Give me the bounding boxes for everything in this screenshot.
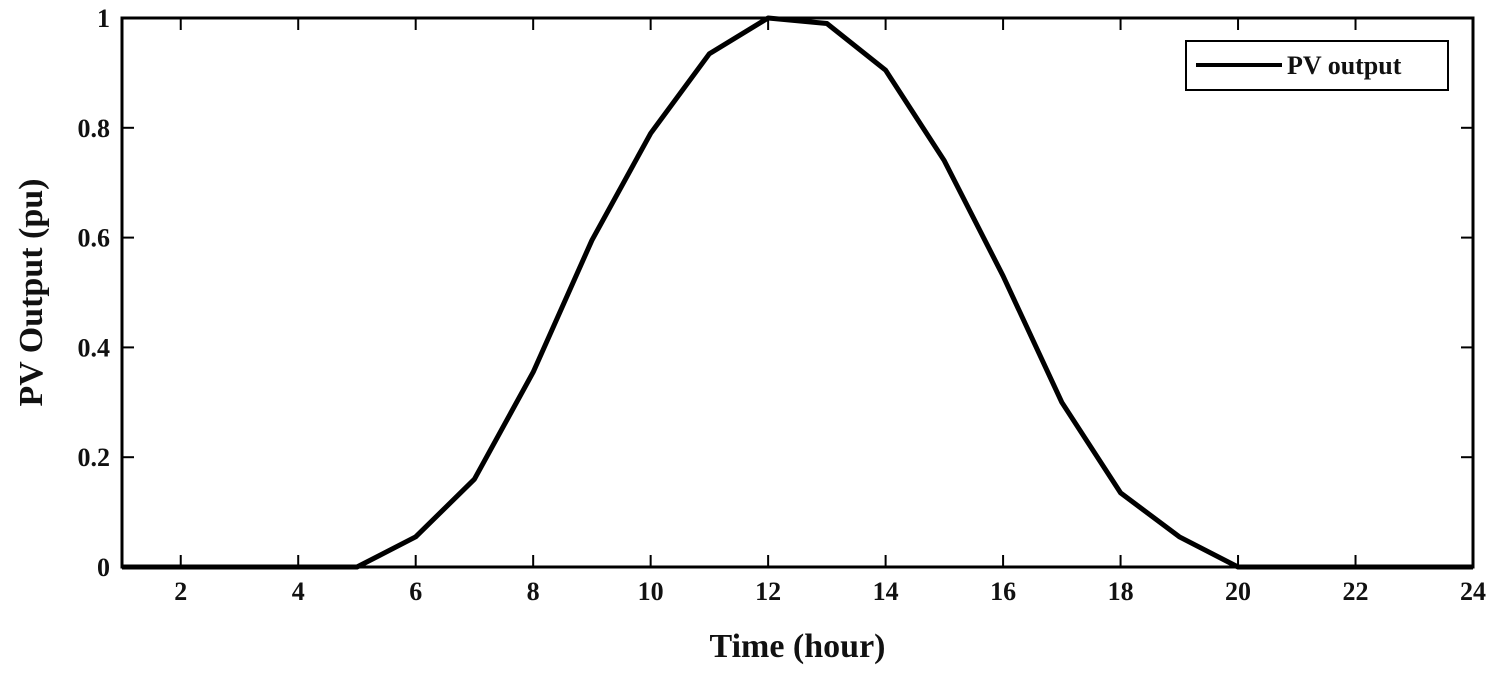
- x-axis-title: Time (hour): [710, 628, 886, 665]
- y-axis-title: PV Output (pu): [13, 179, 50, 407]
- y-tick-label: 0.2: [78, 443, 111, 472]
- x-tick-label: 14: [873, 577, 899, 606]
- x-tick-label: 4: [292, 577, 305, 606]
- x-tick-label: 10: [638, 577, 664, 606]
- x-tick-label: 22: [1343, 577, 1369, 606]
- y-tick-label: 0: [97, 553, 110, 582]
- x-tick-label: 2: [174, 577, 187, 606]
- x-tick-label: 6: [409, 577, 422, 606]
- plot-area-frame: [120, 16, 1475, 569]
- x-tick-label: 18: [1108, 577, 1134, 606]
- x-tick-label: 8: [527, 577, 540, 606]
- y-tick-label: 1: [97, 4, 110, 33]
- ticks-layer: [122, 17, 1474, 568]
- y-tick-label: 0.6: [78, 224, 111, 253]
- series-line-pv-output: [122, 15, 1473, 570]
- x-tick-label: 24: [1460, 577, 1486, 606]
- series-layer: [122, 15, 1473, 570]
- y-tick-label: 0.8: [78, 114, 111, 143]
- x-tick-label: 12: [755, 577, 781, 606]
- x-tick-label: 16: [990, 577, 1016, 606]
- y-tick-label: 0.4: [78, 333, 111, 362]
- legend-label-pv-output: PV output: [1287, 51, 1402, 80]
- x-tick-label: 20: [1225, 577, 1251, 606]
- legend: PV output: [1185, 40, 1449, 91]
